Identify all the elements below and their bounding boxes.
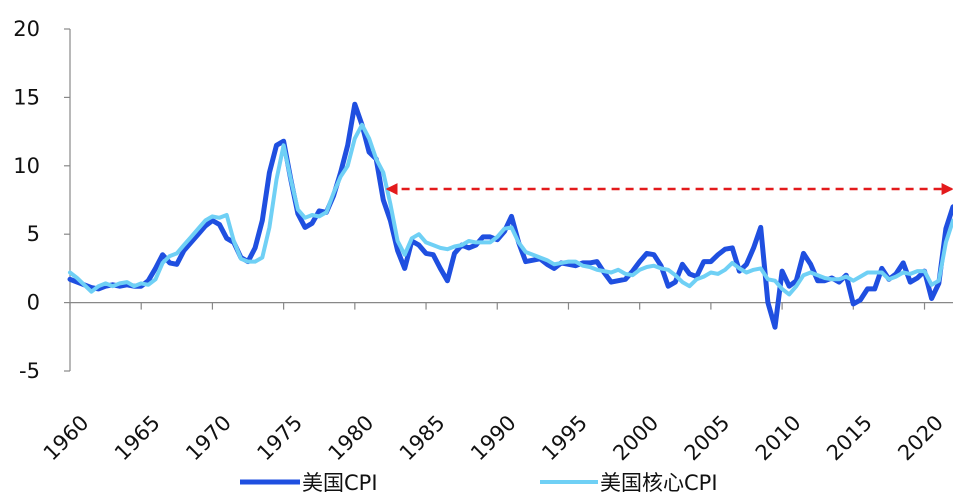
x-tick-label: 2005 bbox=[680, 411, 735, 466]
series-layer bbox=[67, 101, 953, 330]
legend: 美国CPI 美国核心CPI bbox=[240, 471, 718, 495]
x-tick-label: 2000 bbox=[608, 411, 663, 466]
x-tick-label: 1980 bbox=[324, 411, 379, 466]
x-tick-label: 1985 bbox=[395, 411, 450, 466]
x-tick-label: 1970 bbox=[181, 411, 236, 466]
y-axis: 20 15 10 5 0 -5 bbox=[13, 17, 71, 383]
x-tick-label: 2010 bbox=[751, 411, 806, 466]
legend-label: 美国核心CPI bbox=[600, 471, 718, 495]
y-tick-label: 20 bbox=[13, 17, 40, 41]
x-tick-label: 1960 bbox=[39, 411, 94, 466]
y-tick-label: 0 bbox=[27, 291, 40, 315]
legend-label: 美国CPI bbox=[302, 471, 378, 495]
x-tick-label: 1975 bbox=[252, 411, 307, 466]
x-tick-label: 2015 bbox=[822, 411, 877, 466]
x-tick-label: 1990 bbox=[466, 411, 521, 466]
y-tick-label: 10 bbox=[13, 154, 40, 178]
series-line-core-cpi bbox=[68, 122, 953, 297]
y-tick-label: -5 bbox=[19, 359, 40, 383]
x-axis: 1960 1965 1970 1975 1980 1985 1990 1995 2000 2005… bbox=[39, 302, 953, 466]
y-tick-label: 15 bbox=[13, 85, 40, 109]
x-tick-label: 1995 bbox=[537, 411, 592, 466]
x-tick-label: 1965 bbox=[110, 411, 165, 466]
x-tick-label: 2020 bbox=[893, 411, 948, 466]
y-tick-label: 5 bbox=[27, 222, 40, 246]
series-line-cpi bbox=[67, 101, 953, 330]
